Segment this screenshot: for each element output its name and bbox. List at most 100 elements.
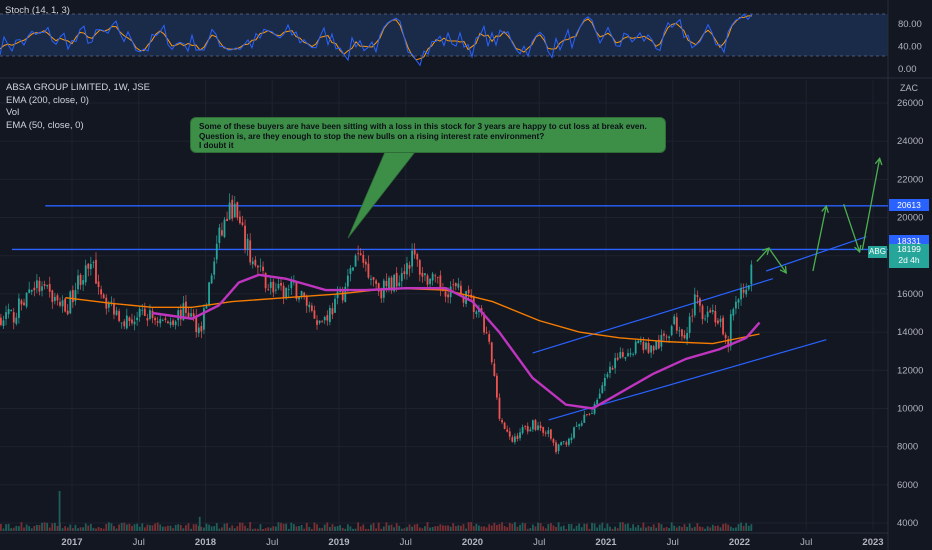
candle-body (118, 311, 121, 321)
candle-body (732, 309, 735, 316)
candle-body (699, 298, 701, 306)
volume-bar (429, 527, 431, 531)
volume-bar (280, 522, 282, 531)
volume-bar (125, 524, 128, 531)
candle-body (197, 327, 200, 334)
candle-body (274, 289, 277, 291)
volume-bar (254, 528, 257, 531)
candle-body (585, 414, 588, 416)
volume-legend[interactable]: Vol (6, 107, 20, 118)
volume-bar (264, 528, 267, 531)
candle-body (0, 317, 2, 325)
candle-body (668, 336, 670, 339)
y-tick-label: 10000 (897, 403, 923, 414)
candle-body (77, 275, 79, 290)
candle-body (542, 427, 545, 433)
candle-body (580, 423, 583, 426)
volume-bar (516, 526, 519, 531)
volume-bar (84, 523, 87, 531)
candle-body (657, 339, 660, 349)
volume-bar (113, 525, 115, 531)
volume-bar (226, 523, 228, 531)
volume-bar (421, 528, 424, 531)
candle-body (737, 299, 740, 303)
candle-body (110, 301, 113, 303)
candle-body (339, 290, 342, 293)
candle-body (650, 345, 653, 353)
candle-body (467, 289, 470, 294)
volume-bar (341, 527, 344, 531)
candle-body (534, 420, 537, 430)
ema50-legend[interactable]: EMA (50, close, 0) (6, 119, 84, 131)
candle-body (321, 321, 324, 323)
candle-body (681, 329, 683, 337)
volume-bar (303, 528, 306, 531)
x-tick-label: 2022 (729, 537, 750, 548)
volume-bar (436, 526, 439, 531)
volume-bar (323, 524, 326, 531)
candle-body (724, 334, 727, 339)
candle-body (593, 403, 596, 414)
candle-body (454, 283, 457, 287)
candle-body (388, 277, 390, 289)
volume-bar (591, 522, 593, 531)
candle-body (627, 353, 629, 357)
candle-body (318, 320, 321, 324)
candle-body (336, 291, 339, 299)
candle-body (87, 263, 90, 269)
candle-body (688, 316, 691, 333)
volume-bar (344, 528, 347, 531)
volume-bar (169, 525, 172, 531)
annotation-line-2: Question is, are they enough to stop the… (199, 131, 545, 141)
volume-bar (655, 527, 658, 531)
candle-body (161, 319, 164, 321)
x-tick-label: Jul (266, 537, 278, 548)
volume-bar (161, 526, 164, 531)
volume-bar (621, 522, 624, 531)
candle-body (714, 310, 717, 323)
candle-body (262, 266, 264, 271)
volume-bar (159, 524, 162, 531)
volume-bar (179, 524, 182, 531)
chart-legend: ABSA GROUP LIMITED, 1W, JSE EMA (200, cl… (6, 82, 150, 132)
volume-bar (308, 527, 311, 531)
volume-bar (465, 528, 467, 531)
horizontal-levels (11, 205, 888, 251)
candle-body (462, 296, 465, 303)
volume-bar (552, 525, 555, 531)
candle-body (747, 285, 750, 290)
stoch-legend[interactable]: Stoch (14, 1, 3) (5, 5, 70, 16)
candle-body (578, 424, 581, 427)
volume-bar (89, 523, 92, 531)
candle-body (61, 300, 64, 307)
annotation-callout[interactable]: Some of these buyers are have been sitti… (190, 117, 666, 153)
candle-body (598, 393, 601, 399)
candle-body (675, 317, 678, 331)
candle-body (133, 321, 136, 325)
volume-bar (210, 526, 213, 531)
volume-bar (154, 523, 156, 531)
volume-bar (452, 523, 455, 531)
x-axis[interactable]: 2017 Jul 2018 Jul 2019 Jul 2020 Jul 2021 Jul 2022 J… (61, 537, 883, 548)
volume-bar (547, 524, 550, 531)
ema200-legend[interactable]: EMA (200, close, 0) (6, 94, 89, 106)
stoch-tick: 80.00 (898, 19, 922, 30)
volume-bar (187, 523, 190, 531)
volume-bar (616, 528, 619, 531)
candle-body (621, 352, 624, 357)
candle-body (41, 286, 43, 291)
x-tick-label: Jul (533, 537, 545, 548)
candle-body (521, 427, 524, 434)
candle-body (272, 281, 275, 293)
candle-body (496, 375, 498, 398)
volume-bar (151, 525, 154, 531)
candle-body (30, 289, 33, 292)
y-axis[interactable]: ZAC2600024000220002000018000160001400012… (897, 83, 923, 529)
symbol-title[interactable]: ABSA GROUP LIMITED, 1W, JSE (6, 82, 150, 93)
candle-body (390, 277, 393, 291)
candle-body (740, 288, 742, 300)
volume-bar (747, 525, 750, 531)
candle-body (514, 436, 516, 443)
volume-bar (23, 527, 25, 531)
